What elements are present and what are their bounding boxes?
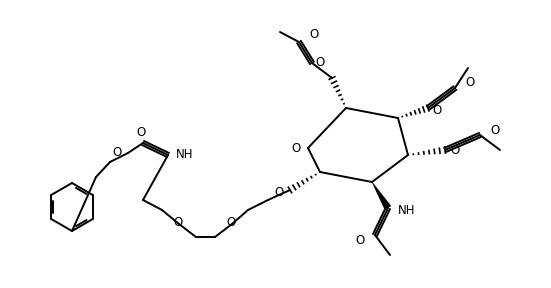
Text: O: O bbox=[432, 103, 441, 117]
Text: O: O bbox=[137, 126, 145, 139]
Text: O: O bbox=[356, 234, 365, 247]
Text: NH: NH bbox=[398, 204, 415, 217]
Polygon shape bbox=[372, 182, 391, 210]
Text: O: O bbox=[309, 29, 318, 41]
Text: O: O bbox=[226, 217, 236, 230]
Text: NH: NH bbox=[176, 149, 193, 162]
Text: O: O bbox=[465, 75, 474, 88]
Text: O: O bbox=[315, 56, 324, 69]
Text: O: O bbox=[490, 124, 499, 137]
Text: O: O bbox=[113, 147, 122, 160]
Text: O: O bbox=[174, 217, 182, 230]
Text: O: O bbox=[275, 185, 284, 198]
Text: O: O bbox=[450, 145, 459, 158]
Text: O: O bbox=[291, 141, 301, 154]
